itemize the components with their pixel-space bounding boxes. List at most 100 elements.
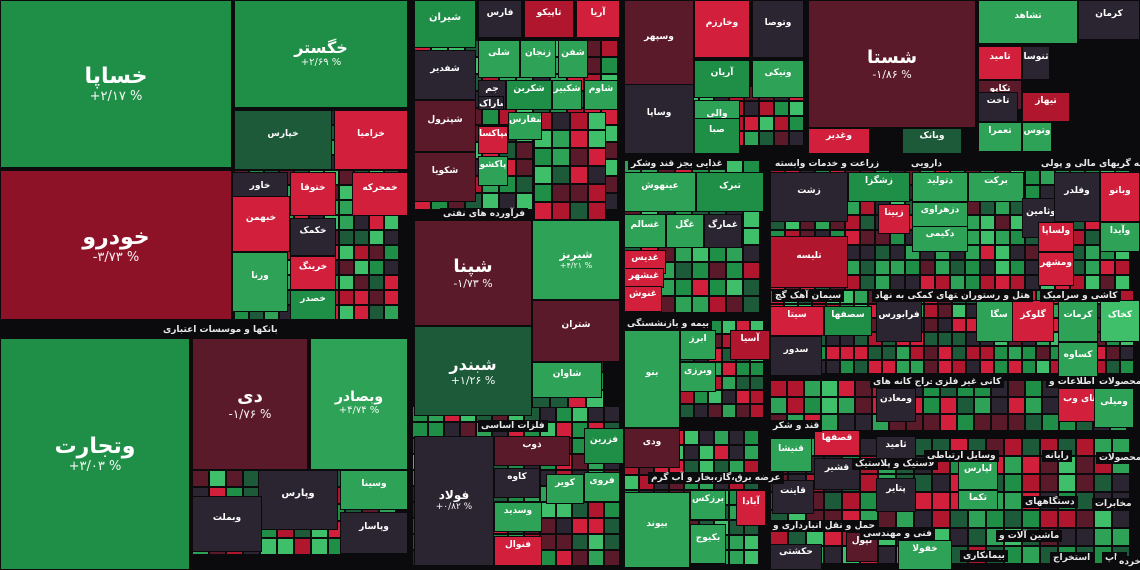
stock-tile[interactable]: وساپا [624,84,694,154]
stock-tile[interactable]: وغدیر [808,128,870,154]
stock-tile[interactable]: ابرز [680,330,716,360]
stock-tile[interactable]: صبا [694,118,740,154]
stock-tile[interactable]: غسالم [624,214,666,248]
stock-tile[interactable]: بنو [624,330,680,428]
stock-tile[interactable]: کاوه [494,468,540,498]
stock-tile[interactable]: وبرزی [680,362,716,392]
stock-tile[interactable]: خرینگ [290,256,336,290]
stock-tile[interactable]: فارس [478,0,522,38]
stock-tile[interactable]: خفولا [898,540,952,570]
stock-tile[interactable]: زشگزا [848,172,910,202]
stock-tile[interactable]: ورنا [232,252,288,312]
stock-tile[interactable]: وبانک [902,128,962,154]
stock-tile[interactable]: پاکشو [478,156,508,186]
stock-tile[interactable]: ومیلی [1094,388,1134,428]
stock-tile[interactable]: کرمان [1078,0,1140,40]
stock-tile[interactable]: قاینت [772,480,814,514]
stock-tile[interactable]: شپنا -۱/۷۳ % [414,220,532,326]
stock-tile[interactable]: عینهوش [624,172,696,212]
stock-tile[interactable]: شاراک [478,96,504,110]
stock-tile[interactable]: غبشهر [624,268,664,288]
stock-tile[interactable]: ثنوسا [1022,46,1050,80]
stock-tile[interactable]: کخاک [1100,300,1140,342]
stock-tile[interactable]: دزهراوی [912,202,968,228]
stock-tile[interactable]: سصفها [824,306,872,336]
stock-tile[interactable]: ومعادن [876,388,916,422]
stock-tile[interactable]: شفن [558,40,588,78]
stock-tile[interactable]: برزکس [690,490,726,520]
stock-tile[interactable]: دتولید [912,172,968,202]
stock-tile[interactable]: وسدید [494,502,542,532]
stock-tile[interactable]: خمحرکه [352,172,408,216]
stock-tile[interactable]: خصدر [290,290,336,320]
stock-tile[interactable]: وبصادر +۴/۷۴ % [310,338,408,470]
stock-tile[interactable]: خودرو -۳/۷۳ % [0,170,232,320]
stock-tile[interactable]: تبرک [696,172,764,212]
stock-tile[interactable]: سیتا [770,306,824,336]
stock-tile[interactable]: تاپیکو [524,0,574,38]
stock-tile[interactable]: وتوس [1022,122,1052,152]
stock-tile[interactable]: وآیدا [1100,222,1140,252]
stock-tile[interactable]: غنوش [624,286,662,312]
stock-tile[interactable]: آبادا [736,490,766,526]
stock-tile[interactable]: شستا -۱/۸۶ % [808,0,976,128]
stock-tile[interactable]: آریان [694,60,750,98]
stock-tile[interactable]: خساپا +۲/۱۷ % [0,0,232,168]
stock-tile[interactable]: شکربن [506,80,552,110]
stock-tile[interactable]: خگستر +۲/۶۹ % [234,0,408,108]
stock-tile[interactable]: خزامیا [334,110,408,170]
stock-tile[interactable]: گلوکز [1012,300,1054,342]
stock-tile[interactable]: خکمک [290,218,336,256]
stock-tile[interactable]: حکشتی [770,544,822,570]
stock-tile[interactable]: وبانو [1100,172,1140,222]
stock-tile[interactable]: دکیمی [912,226,968,252]
stock-tile[interactable]: وپارس [258,470,338,530]
stock-tile[interactable]: شیران [414,0,476,48]
stock-tile[interactable]: غگل [666,214,704,248]
stock-tile[interactable]: پتایر [876,478,916,512]
stock-tile[interactable]: شبندر +۱/۲۶ % [414,326,532,416]
stock-tile[interactable]: تاخت [978,92,1018,122]
stock-tile[interactable]: بیوند [624,492,690,568]
stock-tile[interactable]: زشت [770,172,848,222]
stock-tile[interactable]: تیهاز [1022,92,1070,122]
stock-tile[interactable]: ودی [624,428,680,468]
stock-tile[interactable]: تامید [978,46,1022,80]
stock-tile[interactable]: غمارگ [704,214,742,248]
stock-tile[interactable]: شکویا [414,152,476,202]
stock-tile[interactable]: وفلدر [1054,172,1100,222]
stock-tile[interactable]: ونیکی [752,60,804,98]
stock-tile[interactable]: وتوصا [752,0,804,58]
stock-tile[interactable]: سدور [770,336,822,376]
stock-tile[interactable]: شاوان [532,362,602,398]
stock-tile[interactable]: ولساپا [1038,222,1074,252]
stock-tile[interactable]: شلی [478,40,520,78]
stock-tile[interactable]: شکبیر [552,80,582,110]
stock-tile[interactable]: قصفها [814,430,860,456]
stock-tile[interactable]: قنیشا [770,438,812,472]
stock-tile[interactable]: فروی [584,472,620,502]
stock-tile[interactable]: وسپهر [624,0,694,86]
stock-tile[interactable]: شفدیر [414,50,476,100]
stock-tile[interactable]: تعمرا [978,122,1022,152]
stock-tile[interactable]: شتران [532,300,620,362]
stock-tile[interactable]: وتجارت +۳/۰۳ % [0,338,190,570]
stock-tile[interactable]: بکیوج [690,524,726,564]
stock-tile[interactable]: وخارزم [694,0,750,58]
stock-tile[interactable]: فولاد +۰/۸۲ % [414,436,494,566]
stock-tile[interactable]: شیریز +۴/۲۱ % [532,220,620,300]
stock-tile[interactable]: ذوب [494,436,570,466]
stock-tile[interactable]: دی -۱/۷۶ % [192,338,308,470]
stock-tile[interactable]: زنجان [520,40,556,78]
stock-tile[interactable]: تکما [958,490,998,510]
stock-tile[interactable]: فرابورس [876,300,922,342]
stock-tile[interactable]: ومشهر [1038,252,1074,286]
stock-tile[interactable]: کساوه [1058,342,1098,380]
stock-tile[interactable]: وسینا [340,470,408,510]
stock-tile[interactable]: لپارس [958,460,998,490]
stock-tile[interactable]: شاوم [584,80,618,110]
stock-tile[interactable]: فزرین [584,428,624,464]
stock-tile[interactable]: تلیسه [770,236,848,288]
stock-tile[interactable]: زبینا [878,204,910,234]
stock-tile[interactable]: شفارس [508,112,542,140]
